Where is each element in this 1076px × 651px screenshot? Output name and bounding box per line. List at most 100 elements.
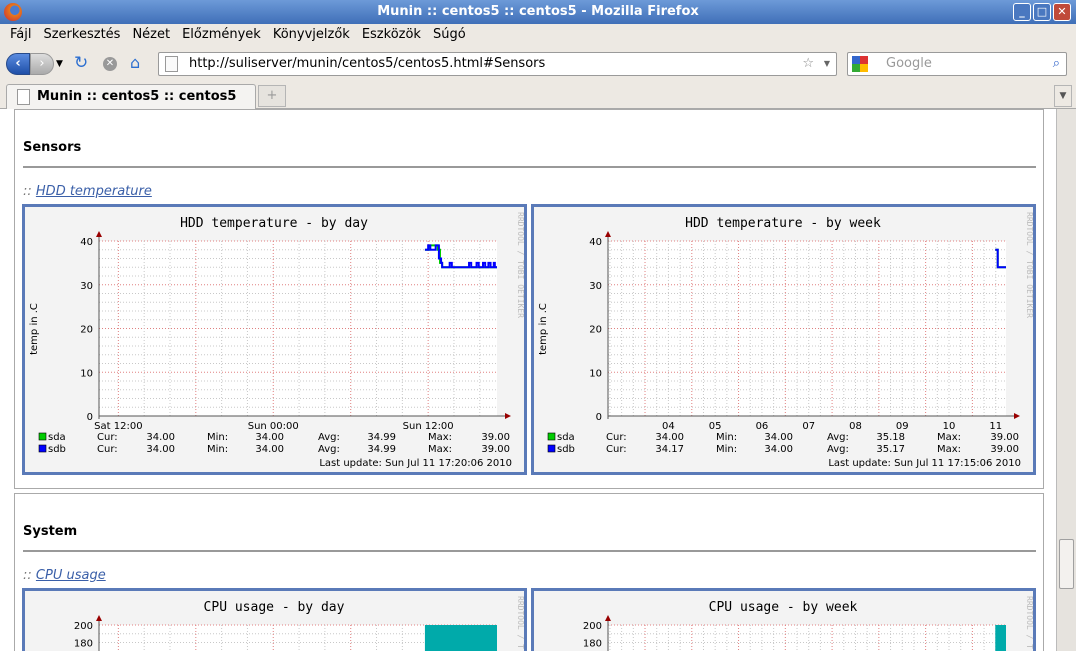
maximize-button[interactable]: □ [1033,3,1051,21]
tab-list-dropdown-icon[interactable]: ▼ [1054,85,1072,107]
x-axis-arrow [505,413,511,419]
hdd-temperature-link[interactable]: HDD temperature [35,184,152,199]
legend-value-max: 39.00 [990,444,1019,455]
graph-link-row: :: CPU usage [23,568,106,583]
x-tick-label: 04 [662,421,675,432]
tab-munin[interactable]: Munin :: centos5 :: centos5 [6,84,256,110]
legend-name: sda [557,432,575,443]
y-tick-label: 30 [589,281,602,292]
stop-icon[interactable]: ✕ [103,57,117,71]
menu-file[interactable]: Fájl [10,27,32,42]
graph-hdd-week[interactable]: HDD temperature - by week RRDTOOL / TOBI … [531,204,1036,475]
graph-cpu-day[interactable]: CPU usage - by day RRDTOOL / T 180 200 [22,588,527,651]
divider [23,166,1036,168]
google-engine-icon[interactable] [852,56,868,72]
minimize-button[interactable]: _ [1013,3,1031,21]
legend-label: Cur: [606,444,627,455]
bookmark-star-icon[interactable]: ☆ [802,56,814,71]
legend-value-max: 39.00 [990,432,1019,443]
rrdtool-watermark: RRDTOOL / T [516,596,525,649]
url-bar[interactable]: http://suliserver/munin/centos5/centos5.… [158,52,837,76]
chart-title: CPU usage - by day [204,600,345,615]
series-area [424,625,497,651]
scrollbar-thumb[interactable] [1059,539,1074,589]
new-tab-button[interactable]: + [258,85,286,107]
y-tick-label: 180 [74,639,93,650]
last-update: Last update: Sun Jul 11 17:20:06 2010 [319,458,512,469]
x-tick-label: 09 [896,421,909,432]
legend-value-cur: 34.00 [655,432,684,443]
y-axis-label: temp in .C [29,303,40,355]
legend-swatch-sda [547,432,556,441]
y-tick-label: 200 [583,621,602,632]
cpu-usage-link[interactable]: CPU usage [35,568,106,583]
rrdtool-watermark: RRDTOOL / TOBI OETIKER [516,212,525,318]
tab-bar: Munin :: centos5 :: centos5 + ▼ [0,81,1076,110]
link-prefix: :: [23,184,32,199]
y-tick-label: 20 [80,325,93,336]
url-dropdown-icon[interactable]: ▼ [823,59,830,68]
section-system: System :: CPU usage CPU usage - by day RR… [14,493,1044,651]
x-tick-label: 11 [989,421,1002,432]
legend-value-cur: 34.00 [146,444,175,455]
y-tick-label: 30 [80,281,93,292]
rrdtool-watermark: RRDTOOL / TOBI OETIKER [1025,212,1034,318]
chart-title: HDD temperature - by day [180,216,368,231]
menu-history[interactable]: Előzmények [182,27,261,42]
menu-tools[interactable]: Eszközök [361,27,421,42]
back-button[interactable]: ‹ [6,53,30,75]
legend-value-min: 34.00 [255,444,284,455]
section-sensors: Sensors :: HDD temperature HDD temperatu… [14,109,1044,489]
chart-title: HDD temperature - by week [685,216,881,231]
legend-label: Cur: [97,444,118,455]
legend-label: Min: [716,444,737,455]
legend-swatch-sda [38,432,47,441]
series-line-sdb [424,244,497,269]
x-tick-label: Sat 12:00 [94,421,142,432]
legend-value-min: 34.00 [255,432,284,443]
reload-icon[interactable]: ↻ [74,53,89,73]
rrdtool-watermark: RRDTOOL / T [1025,596,1034,649]
history-dropdown-icon[interactable]: ▼ [56,59,63,69]
legend-swatch-sdb [38,444,47,453]
legend-label: Cur: [97,432,118,443]
page-icon [17,89,30,105]
section-heading: Sensors [23,140,82,155]
menu-help[interactable]: Súgó [432,27,466,42]
menu-bookmarks[interactable]: Könyvjelzők [272,27,350,42]
page-icon [165,56,178,72]
menu-edit[interactable]: Szerkesztés [43,27,121,42]
y-axis-label: temp in .C [538,303,549,355]
legend-value-min: 34.00 [764,432,793,443]
legend-label: Avg: [827,444,849,455]
legend-name: sdb [48,444,66,455]
navigation-toolbar: ‹ › ▼ ↻ ✕ ⌂ http://suliserver/munin/cent… [0,47,1076,81]
legend-label: Max: [937,444,961,455]
y-tick-label: 20 [589,325,602,336]
link-prefix: :: [23,568,32,583]
legend-label: Min: [207,432,228,443]
search-input[interactable]: Google ⌕ [847,52,1067,76]
forward-button[interactable]: › [30,53,54,75]
tab-label: Munin :: centos5 :: centos5 [37,89,237,104]
legend-value-avg: 34.99 [367,444,396,455]
menu-view[interactable]: Nézet [132,27,171,42]
legend-label: Avg: [318,432,340,443]
search-icon[interactable]: ⌕ [1052,56,1060,71]
graph-cpu-week[interactable]: CPU usage - by week RRDTOOL / T 180 200 [531,588,1036,651]
x-tick-label: 10 [943,421,956,432]
legend-label: Avg: [827,432,849,443]
home-icon[interactable]: ⌂ [130,53,141,72]
legend-value-cur: 34.17 [655,444,684,455]
x-tick-label: Sun 00:00 [248,421,299,432]
x-tick-label: Sun 12:00 [403,421,454,432]
vertical-scrollbar[interactable] [1056,109,1076,651]
x-axis-arrow [1014,413,1020,419]
legend-name: sda [48,432,66,443]
y-tick-label: 0 [596,412,602,423]
x-tick-label: 07 [802,421,815,432]
window-title-bar: Munin :: centos5 :: centos5 - Mozilla Fi… [0,0,1076,24]
close-button[interactable]: ✕ [1053,3,1071,21]
y-axis-arrow [605,615,611,621]
graph-hdd-day[interactable]: HDD temperature - by day RRDTOOL / TOBI O… [22,204,527,475]
